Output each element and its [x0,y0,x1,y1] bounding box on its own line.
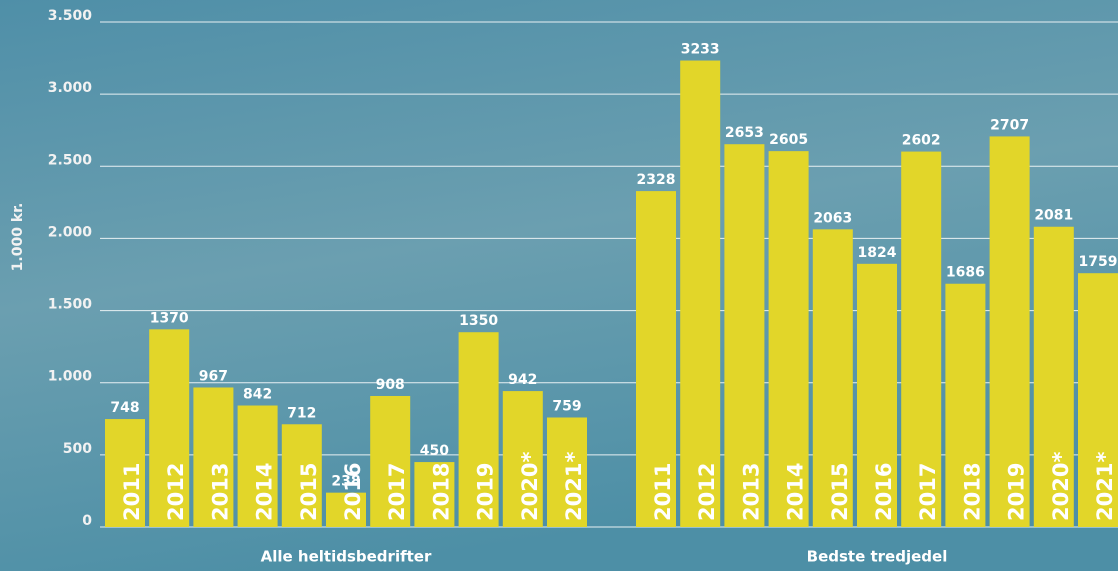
value-label: 2063 [813,210,852,226]
value-label: 1370 [150,310,189,326]
value-label: 2328 [637,172,676,188]
y-tick-label: 1.000 [48,369,93,385]
y-tick-label: 3.500 [48,8,93,24]
category-label: 2013 [739,463,763,521]
value-label: 450 [420,443,449,459]
category-label: 2011 [120,463,144,521]
y-tick-label: 2.000 [48,224,93,240]
value-label: 759 [552,398,581,414]
category-label: 2017 [916,463,940,521]
category-label: 2019 [474,463,498,521]
category-label: 2012 [695,463,719,521]
value-label: 1350 [459,313,498,329]
y-tick-label: 3.000 [48,80,93,96]
value-label: 3233 [681,42,720,58]
y-tick-label: 500 [63,441,92,457]
group-label: Bedste tredjedel [807,548,948,566]
value-label: 2707 [990,117,1029,133]
value-label: 2605 [769,132,808,148]
category-label: 2018 [960,463,984,521]
category-label: 2021* [1093,452,1117,521]
category-label: 2015 [828,463,852,521]
value-label: 748 [110,400,139,416]
value-label: 1686 [946,265,985,281]
value-label: 2081 [1034,208,1073,224]
value-label: 908 [376,377,405,393]
category-label: 2015 [297,463,321,521]
value-label: 712 [287,405,316,421]
y-tick-label: 1.500 [48,297,93,313]
value-label: 942 [508,372,537,388]
category-label: 2021* [562,452,586,521]
value-label: 2653 [725,125,764,141]
y-axis-label: 1.000 kr. [10,203,26,272]
value-label: 1759 [1079,254,1118,270]
group-label: Alle heltidsbedrifter [261,548,432,566]
category-label: 2018 [429,463,453,521]
y-tick-label: 0 [82,513,92,529]
category-label: 2011 [651,463,675,521]
value-label: 2602 [902,133,941,149]
value-label: 842 [243,387,272,403]
category-label: 2016 [341,463,365,521]
category-label: 2017 [385,463,409,521]
bar [680,61,720,527]
category-label: 2020* [518,452,542,521]
y-tick-label: 2.500 [48,152,93,168]
category-label: 2016 [872,463,896,521]
category-label: 2014 [253,463,277,521]
category-label: 2019 [1005,463,1029,521]
category-label: 2012 [164,463,188,521]
value-label: 1824 [858,245,897,261]
category-label: 2014 [784,463,808,521]
chart: 1.000 kr. 0 500 1.000 1.500 2.000 2.500 3.000 3… [0,0,1118,571]
value-label: 967 [199,368,228,384]
category-label: 2020* [1049,452,1073,521]
category-label: 2013 [208,463,232,521]
